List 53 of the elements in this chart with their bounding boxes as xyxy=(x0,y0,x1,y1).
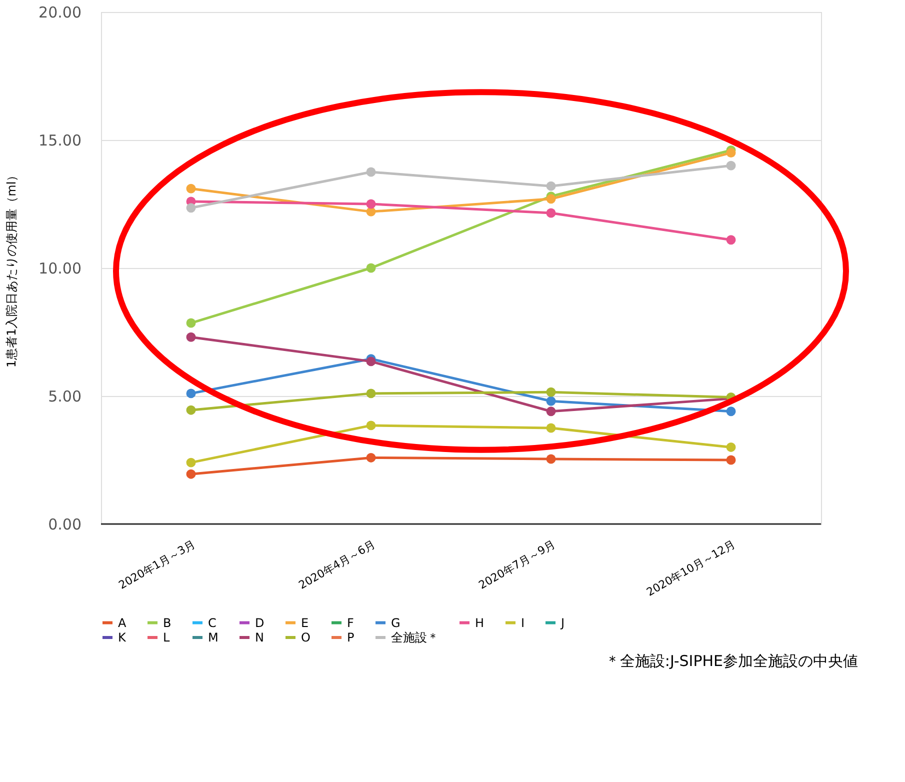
point xyxy=(186,458,196,468)
y-tick-label: 0.00 xyxy=(48,516,82,534)
point xyxy=(366,356,376,366)
point xyxy=(726,442,736,452)
point xyxy=(186,184,196,194)
y-axis-title: 1患者1入院日あたりの使用量（ml） xyxy=(4,169,19,368)
legend-label: A xyxy=(118,616,127,630)
y-tick-label: 10.00 xyxy=(38,260,82,278)
legend-label: K xyxy=(118,630,127,644)
legend-label: H xyxy=(475,616,484,630)
point xyxy=(366,388,376,398)
point xyxy=(366,420,376,430)
point xyxy=(186,405,196,415)
point xyxy=(366,263,376,273)
point xyxy=(726,148,736,158)
point xyxy=(726,406,736,416)
point xyxy=(546,423,556,433)
point xyxy=(186,318,196,328)
point xyxy=(546,194,556,204)
text: ＊全施設:J-SIPHE参加全施設の中央値 xyxy=(604,652,858,670)
y-tick-label: 15.00 xyxy=(38,132,82,150)
legend-label: E xyxy=(301,616,309,630)
point xyxy=(186,332,196,342)
point xyxy=(546,396,556,406)
y-tick-label: 20.00 xyxy=(38,4,82,22)
point xyxy=(366,199,376,209)
point xyxy=(726,235,736,245)
point xyxy=(366,167,376,177)
legend-label: M xyxy=(208,630,218,644)
point xyxy=(546,406,556,416)
legend-label: B xyxy=(163,616,172,630)
legend-label: F xyxy=(347,616,354,630)
legend-label: D xyxy=(255,616,264,630)
legend-label: O xyxy=(301,630,310,644)
legend-label: C xyxy=(208,616,216,630)
legend-label: 全施設＊ xyxy=(391,630,439,644)
legend-label: L xyxy=(163,630,170,644)
point xyxy=(726,160,736,170)
point xyxy=(186,203,196,213)
point xyxy=(726,455,736,465)
point xyxy=(546,387,556,397)
legend-label: J xyxy=(560,616,565,630)
point xyxy=(546,208,556,218)
point xyxy=(186,469,196,479)
legend-label: N xyxy=(255,630,264,644)
legend-label: I xyxy=(521,616,525,630)
point xyxy=(546,454,556,464)
legend-label: G xyxy=(391,616,400,630)
legend-label: P xyxy=(347,630,354,644)
point xyxy=(186,388,196,398)
y-tick-label: 5.00 xyxy=(48,388,82,406)
point xyxy=(366,452,376,462)
point xyxy=(546,181,556,191)
